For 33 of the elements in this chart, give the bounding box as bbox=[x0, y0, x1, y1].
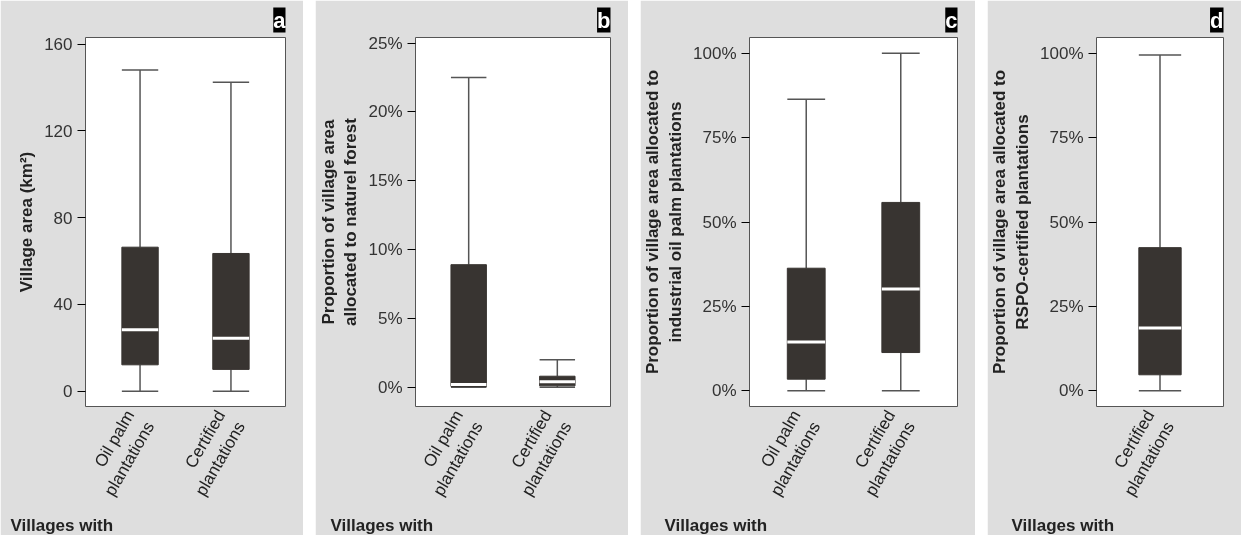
y-tick-label: 75% bbox=[702, 128, 737, 148]
y-tick-label: 75% bbox=[1049, 128, 1084, 148]
y-tick-label: 80 bbox=[53, 208, 73, 228]
x-axis-title: Villages with bbox=[664, 515, 768, 535]
y-tick-label: 25% bbox=[702, 296, 737, 316]
y-tick-label: 50% bbox=[1049, 212, 1084, 232]
y-tick-label: 120 bbox=[44, 121, 73, 141]
y-tick-label: 0% bbox=[1058, 381, 1084, 401]
y-tick-label: 15% bbox=[368, 171, 403, 191]
y-tick-label: 20% bbox=[368, 102, 403, 122]
chart-title: b bbox=[597, 7, 611, 33]
y-tick-label: 0% bbox=[377, 377, 403, 397]
x-axis-title: Villages with bbox=[10, 515, 114, 535]
y-axis-title: Proportion of village area allocated to industrial oil palm plantations bbox=[643, 69, 686, 375]
chart-title: c bbox=[945, 7, 958, 33]
y-tick-label: 25% bbox=[368, 33, 403, 53]
y-tick-label: 0% bbox=[711, 381, 737, 401]
x-axis-title: Villages with bbox=[330, 515, 434, 535]
y-tick-label: 25% bbox=[1049, 296, 1084, 316]
x-axis-title: Villages with bbox=[1011, 515, 1115, 535]
y-tick-label: 0 bbox=[63, 382, 73, 402]
y-tick-label: 100% bbox=[1040, 43, 1084, 63]
y-tick-label: 160 bbox=[44, 35, 73, 55]
y-axis-title: Village area (km²) bbox=[17, 151, 37, 293]
chart-title: d bbox=[1210, 7, 1224, 33]
y-tick-label: 10% bbox=[368, 240, 403, 260]
y-tick-label: 5% bbox=[377, 308, 403, 328]
y-tick-label: 100% bbox=[693, 43, 737, 63]
y-axis-title: Proportion of village area allocated to RSPO-certified plantations bbox=[990, 69, 1033, 375]
chart-title: a bbox=[273, 7, 287, 33]
y-axis-title: Proportion of village area allocated to naturel forest bbox=[318, 117, 361, 326]
y-tick-label: 40 bbox=[53, 295, 73, 315]
y-tick-label: 50% bbox=[702, 212, 737, 232]
